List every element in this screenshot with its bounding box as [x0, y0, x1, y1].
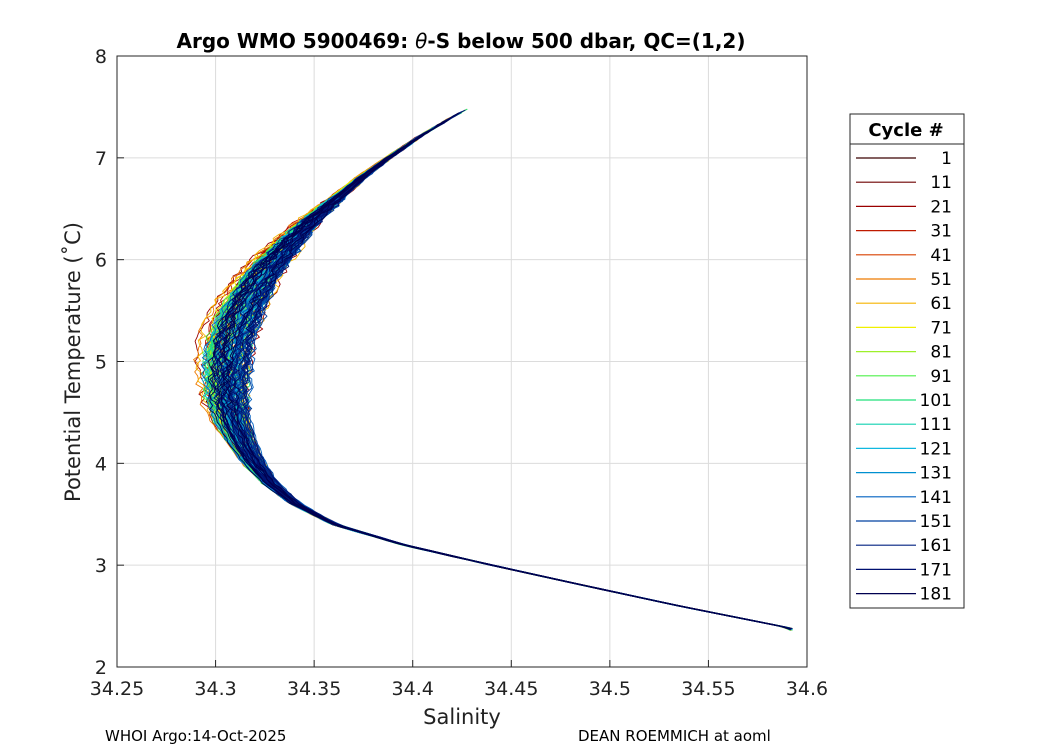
legend-label: 151 — [920, 512, 952, 532]
legend-label: 51 — [930, 270, 952, 290]
y-tick-label: 8 — [95, 46, 107, 68]
x-tick-label: 34.3 — [194, 678, 236, 700]
x-tick-label: 34.4 — [392, 678, 434, 700]
legend-label: 121 — [920, 439, 952, 459]
legend-label: 181 — [920, 585, 952, 605]
x-tick-label: 34.45 — [484, 678, 538, 700]
y-axis-label: Potential Temperature (˚C) — [61, 222, 85, 502]
x-tick-label: 34.5 — [589, 678, 631, 700]
x-tick-label: 34.25 — [90, 678, 144, 700]
legend-label: 41 — [930, 246, 952, 266]
legend-label: 131 — [920, 464, 952, 484]
chart-title: Argo WMO 5900469: θ-S below 500 dbar, QC… — [177, 29, 746, 53]
x-tick-label: 34.55 — [681, 678, 735, 700]
legend-label: 71 — [930, 318, 952, 338]
legend-label: 61 — [930, 294, 952, 314]
legend-label: 111 — [920, 415, 952, 435]
x-axis: 34.25 34.3 34.35 34.4 34.45 34.5 34.55 34.6 — [90, 660, 828, 700]
profile-line — [207, 124, 759, 623]
y-tick-label: 7 — [95, 148, 107, 170]
legend-label: 31 — [930, 222, 952, 242]
y-axis: 2 3 4 5 6 7 8 — [95, 46, 124, 679]
y-tick-label: 4 — [95, 453, 107, 475]
y-tick-label: 5 — [95, 352, 107, 374]
profile-lines — [193, 108, 793, 631]
legend-label: 11 — [930, 173, 952, 193]
legend-label: 101 — [920, 391, 952, 411]
legend-label: 81 — [930, 343, 952, 363]
legend-label: 91 — [930, 367, 952, 387]
x-axis-label: Salinity — [423, 705, 501, 729]
y-tick-label: 6 — [95, 250, 107, 272]
legend-title: Cycle # — [868, 120, 943, 141]
x-tick-label: 34.35 — [287, 678, 341, 700]
legend-label: 161 — [920, 536, 952, 556]
legend-items: 1112131415161718191101111121131141151161… — [856, 149, 952, 605]
y-tick-label: 2 — [95, 657, 107, 679]
y-tick-label: 3 — [95, 555, 107, 577]
legend-label: 141 — [920, 488, 952, 508]
x-tick-label: 34.6 — [786, 678, 828, 700]
legend-label: 171 — [920, 560, 952, 580]
legend-label: 21 — [930, 197, 952, 217]
legend-label: 1 — [941, 149, 952, 169]
footer-left: WHOI Argo:14-Oct-2025 — [105, 727, 286, 745]
legend: Cycle # 11121314151617181911011111211311… — [849, 113, 965, 609]
footer-right: DEAN ROEMMICH at aoml — [578, 727, 771, 745]
legend-box — [849, 113, 965, 609]
